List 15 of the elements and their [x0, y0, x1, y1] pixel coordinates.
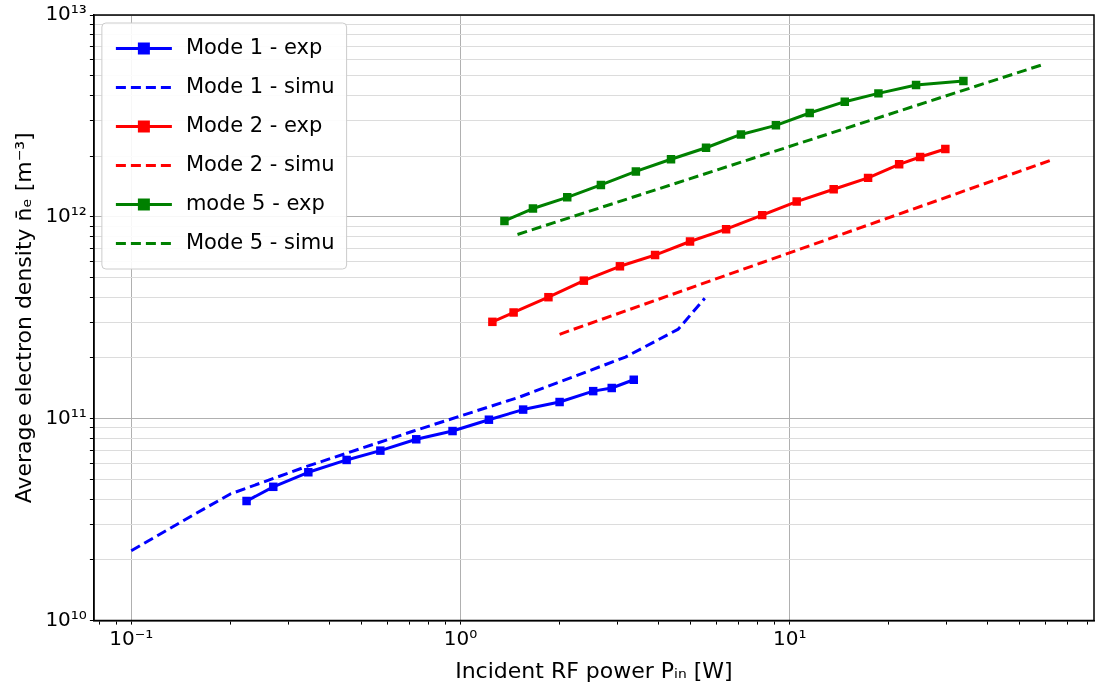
y-tick-label: 10¹²	[45, 203, 87, 228]
y-tick-label: 10¹³	[45, 1, 87, 26]
x-tick-label: 10⁻¹	[109, 625, 154, 650]
x-tick-label: 10⁰	[443, 625, 478, 650]
legend-label: Mode 1 - exp	[185, 34, 323, 59]
legend-label: mode 5 - exp	[185, 190, 325, 215]
y-tick-label: 10¹¹	[45, 404, 87, 429]
legend-label: Mode 2 - exp	[185, 112, 323, 137]
legend-label: Mode 2 - simu	[185, 151, 335, 176]
x-axis-title: Incident RF power Pᵢₙ [W]	[455, 657, 733, 683]
y-axis-title: Average electron density n̄ₑ [m⁻³]	[10, 132, 36, 504]
legend-label: Mode 5 - simu	[185, 229, 335, 254]
y-tick-label: 10¹⁰	[45, 606, 87, 631]
legend-label: Mode 1 - simu	[185, 73, 335, 98]
x-tick-label: 10¹	[772, 625, 807, 650]
